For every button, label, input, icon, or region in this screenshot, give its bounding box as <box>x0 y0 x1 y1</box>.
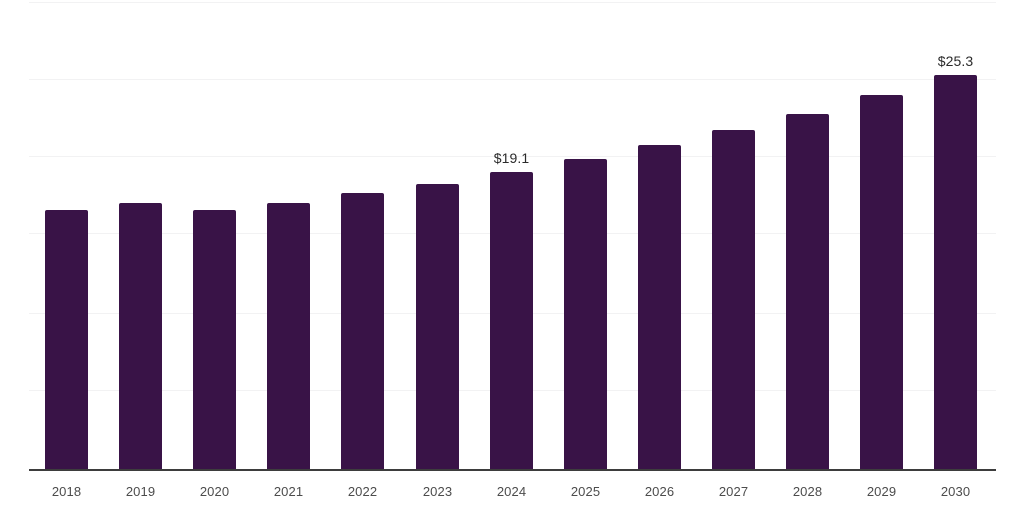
bar-value-label-2024: $19.1 <box>493 150 530 166</box>
bar-2027[interactable] <box>712 130 755 469</box>
x-tick-label-2022: 2022 <box>347 484 378 499</box>
bar-2030[interactable] <box>934 75 977 469</box>
x-tick-label-2027: 2027 <box>718 484 749 499</box>
x-tick-label-2018: 2018 <box>51 484 82 499</box>
bar-2029[interactable] <box>860 95 903 469</box>
bar-value-label-2030: $25.3 <box>937 53 974 69</box>
bar-2026[interactable] <box>638 145 681 469</box>
bar-2023[interactable] <box>416 184 459 469</box>
bar-2025[interactable] <box>564 159 607 469</box>
x-tick-label-2021: 2021 <box>273 484 304 499</box>
gridline <box>29 2 996 3</box>
bar-2028[interactable] <box>786 114 829 469</box>
bar-2020[interactable] <box>193 210 236 469</box>
x-axis-line <box>29 469 996 471</box>
x-tick-label-2030: 2030 <box>940 484 971 499</box>
bar-2022[interactable] <box>341 193 384 469</box>
x-tick-label-2020: 2020 <box>199 484 230 499</box>
x-tick-label-2019: 2019 <box>125 484 156 499</box>
x-tick-label-2024: 2024 <box>496 484 527 499</box>
bar-2018[interactable] <box>45 210 88 469</box>
gridline <box>29 79 996 80</box>
bar-2024[interactable] <box>490 172 533 469</box>
x-tick-label-2029: 2029 <box>866 484 897 499</box>
x-tick-label-2026: 2026 <box>644 484 675 499</box>
bar-2021[interactable] <box>267 203 310 469</box>
x-tick-label-2028: 2028 <box>792 484 823 499</box>
x-tick-label-2025: 2025 <box>570 484 601 499</box>
gridline <box>29 156 996 157</box>
bar-2019[interactable] <box>119 203 162 469</box>
x-tick-label-2023: 2023 <box>422 484 453 499</box>
